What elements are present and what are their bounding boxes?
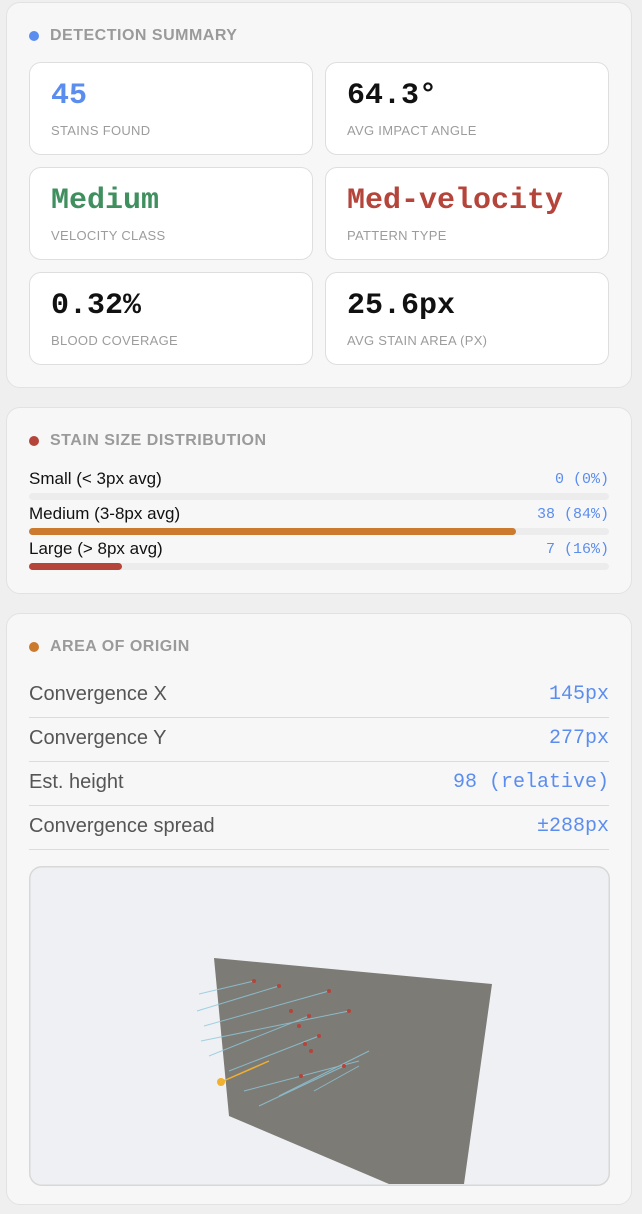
summary-card: DETECTION SUMMARY 45 STAINS FOUND 64.3° AVG… [6,2,632,388]
stat-value: 25.6px [347,289,456,323]
bar [29,563,122,570]
row-value: 0 (0%) [554,471,609,488]
row-label: Small (< 3px avg) [29,469,162,488]
origin-card: AREA OF ORIGIN Convergence X 145px Converg… [6,613,632,1205]
section-header: AREA OF ORIGIN [29,638,190,656]
origin-row: Convergence Y 277px [29,717,609,762]
distribution-card: STAIN SIZE DISTRIBUTION Small (< 3px avg… [6,407,632,594]
row-label: Convergence Y [29,727,167,749]
distribution-row: Large (> 8px avg) 7 (16%) [29,539,609,571]
row-value: 277px [548,727,609,750]
origin-row: Convergence X 145px [29,673,609,718]
stat-label: AVG STAIN AREA (PX) [347,333,488,348]
stat-tile: 0.32% BLOOD COVERAGE [29,272,313,365]
section-title: STAIN SIZE DISTRIBUTION [50,432,267,449]
distribution-row: Small (< 3px avg) 0 (0%) [29,469,609,501]
stat-label: VELOCITY CLASS [51,228,166,243]
section-header: STAIN SIZE DISTRIBUTION [29,432,267,450]
stat-tile: 45 STAINS FOUND [29,62,313,155]
stat-label: AVG IMPACT ANGLE [347,123,477,138]
row-value: 7 (16%) [545,541,609,558]
bar [29,528,517,535]
stat-value: 45 [51,79,88,113]
bar-track [29,528,609,535]
stat-tile: 25.6px AVG STAIN AREA (PX) [325,272,609,365]
section-title: DETECTION SUMMARY [50,27,238,44]
stat-tile: Med-velocity PATTERN TYPE [325,167,609,260]
stat-value: Medium [51,184,160,218]
row-label: Medium (3-8px avg) [29,504,181,523]
row-label: Convergence X [29,683,167,705]
distribution-row: Medium (3-8px avg) 38 (84%) [29,504,609,536]
row-label: Est. height [29,771,124,793]
stat-label: PATTERN TYPE [347,228,447,243]
stat-value: 0.32% [51,289,142,323]
origin-row: Convergence spread ±288px [29,805,609,850]
row-value: ±288px [536,815,609,838]
bar-track [29,563,609,570]
stat-label: STAINS FOUND [51,123,151,138]
section-header: DETECTION SUMMARY [29,27,237,45]
origin-visualization [29,866,610,1186]
section-title: AREA OF ORIGIN [50,638,190,655]
row-value: 98 (relative) [452,771,609,794]
stat-value: Med-velocity [347,184,564,218]
row-value: 145px [548,683,609,706]
stat-label: BLOOD COVERAGE [51,333,179,348]
stat-tile: 64.3° AVG IMPACT ANGLE [325,62,609,155]
row-value: 38 (84%) [536,506,609,523]
bar-track [29,493,609,500]
stat-value: 64.3° [347,79,438,113]
origin-row: Est. height 98 (relative) [29,761,609,806]
stat-tile: Medium VELOCITY CLASS [29,167,313,260]
row-label: Large (> 8px avg) [29,539,163,558]
row-label: Convergence spread [29,815,215,837]
